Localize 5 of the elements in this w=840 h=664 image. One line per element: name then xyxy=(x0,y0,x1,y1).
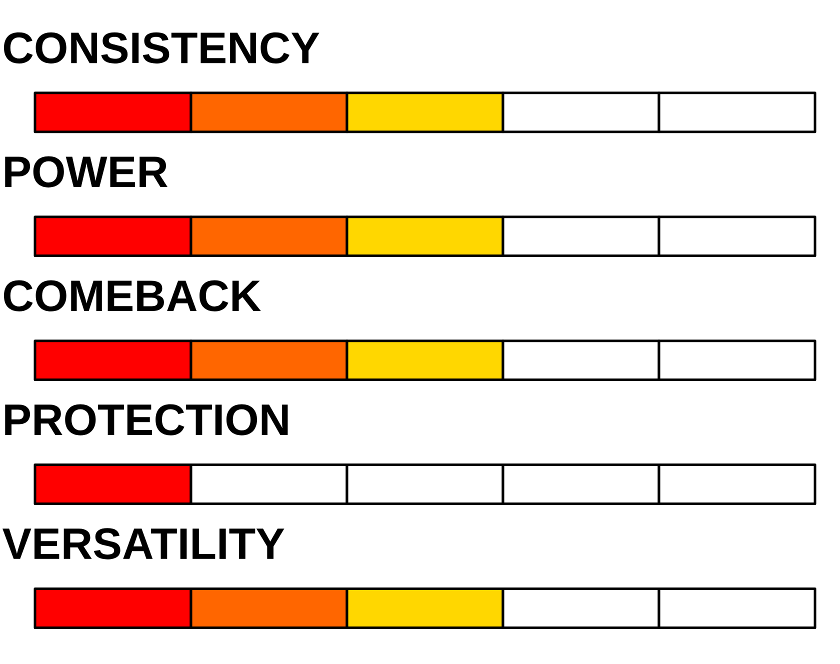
y-tick-label: POWER xyxy=(5,156,168,188)
y-tick-label: CONSISTENCY xyxy=(4,32,320,64)
y-tick-label: VERSATILITY xyxy=(2,528,284,560)
y-tick-label: PROTECTION xyxy=(5,404,288,436)
y-tick-label: COMEBACK xyxy=(4,280,261,312)
